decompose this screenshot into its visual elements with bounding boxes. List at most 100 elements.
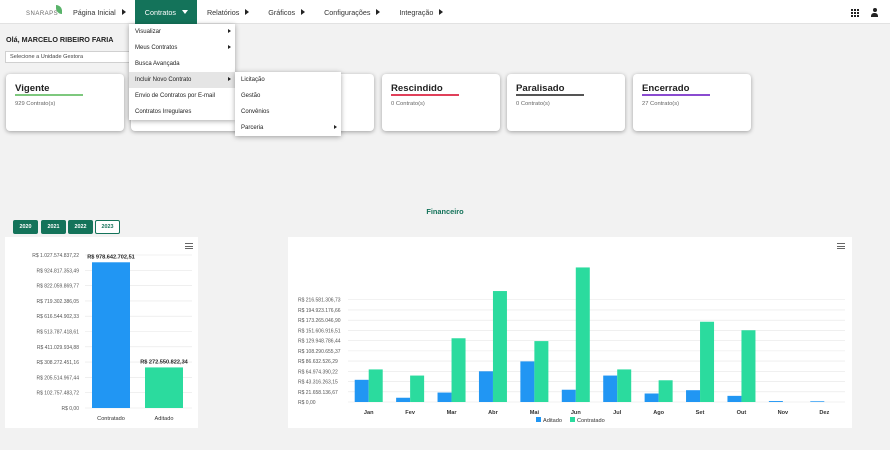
- bar-aditado-jul: [603, 375, 618, 402]
- submenu-item-convenios[interactable]: Convênios: [235, 104, 341, 120]
- y-tick-label: R$ 616.544.902,33: [36, 314, 79, 320]
- y-tick-label: R$ 822.059.869,77: [36, 284, 79, 290]
- y-tick-label: R$ 205.514.967,44: [36, 375, 79, 381]
- menu-item-incluir-novo-contrato[interactable]: Incluir Novo Contrato: [129, 72, 235, 88]
- x-tick-label: Set: [696, 410, 705, 416]
- apps-grid-icon[interactable]: [851, 9, 859, 17]
- menu-label: Meus Contratos: [135, 45, 178, 51]
- bar-aditado-jan: [354, 379, 369, 402]
- menu-item-visualizar[interactable]: Visualizar: [129, 24, 235, 40]
- card-encerrado[interactable]: Encerrado 27 Contrato(s): [633, 74, 751, 131]
- financeiro-title: Financeiro: [426, 207, 464, 216]
- data-label: R$ 272.550.822,34: [140, 359, 188, 365]
- bar-aditado-dez: [810, 401, 825, 402]
- nav-label: Contratos: [144, 7, 176, 17]
- nav-pagina-inicial[interactable]: Página Inicial: [63, 0, 135, 24]
- x-tick-label: Nov: [778, 410, 789, 416]
- bar-aditado-out: [727, 395, 742, 402]
- card-vigente[interactable]: Vigente 929 Contrato(s): [6, 74, 124, 131]
- menu-label: Visualizar: [135, 29, 161, 35]
- x-tick-label: Mar: [447, 410, 458, 416]
- y-tick-label: R$ 151.606.916,51: [298, 328, 341, 334]
- year-button-2020[interactable]: 2020: [13, 220, 38, 234]
- card-rescindido[interactable]: Rescindido 0 Contrato(s): [382, 74, 500, 131]
- card-paralisado[interactable]: Paralisado 0 Contrato(s): [507, 74, 625, 131]
- bar-contratado-out: [741, 330, 756, 402]
- bar-contratado-jun: [575, 267, 590, 402]
- bar-aditado-ago: [644, 393, 659, 402]
- x-tick-label: Jun: [571, 410, 582, 416]
- menu-item-meus-contratos[interactable]: Meus Contratos: [129, 40, 235, 56]
- app-logo[interactable]: SNARAPS: [26, 5, 66, 21]
- x-tick-label: Abr: [488, 410, 498, 416]
- card-underline: [516, 94, 584, 96]
- bar-contratado-jul: [617, 369, 632, 402]
- chart-menu-icon[interactable]: [837, 243, 845, 249]
- chart-monthly-panel: R$ 0,00 R$ 21.658.136,67 R$ 43.316.263,15 R…: [288, 237, 852, 428]
- x-tick-label: Ago: [653, 410, 664, 416]
- nav-contratos[interactable]: Contratos: [134, 0, 197, 24]
- chevron-right-icon: [228, 77, 231, 81]
- x-tick-label: Fev: [405, 410, 416, 416]
- x-tick-label: Jan: [364, 410, 374, 416]
- bar-aditado-jun: [561, 389, 576, 402]
- y-tick-label: R$ 308.272.451,16: [36, 360, 79, 366]
- card-underline: [642, 94, 710, 96]
- menu-item-envio-email[interactable]: Envio de Contratos por E-mail: [129, 88, 235, 104]
- y-tick-label: R$ 21.658.136,67: [298, 390, 338, 396]
- card-count: 27 Contrato(s): [642, 101, 680, 107]
- submenu-item-gestao[interactable]: Gestão: [235, 88, 341, 104]
- card-count: 929 Contrato(s): [15, 101, 56, 107]
- card-title: Rescindido: [391, 83, 443, 94]
- nav-label: Relatórios: [206, 7, 240, 17]
- chevron-right-icon: [301, 9, 306, 15]
- x-tick-label: Jul: [613, 410, 622, 416]
- menu-item-busca-avancada[interactable]: Busca Avançada: [129, 56, 235, 72]
- y-tick-label: R$ 102.757.483,72: [36, 391, 79, 397]
- y-tick-label: R$ 513.787.418,61: [36, 330, 79, 336]
- chart-total-panel: R$ 1.027.574.837,22 R$ 924.817.353,49 R$ 8…: [5, 237, 198, 428]
- menu-label: Licitação: [241, 77, 265, 83]
- top-navbar: SNARAPS Página Inicial Contratos Relatór…: [0, 0, 890, 24]
- nav-label: Integração: [399, 7, 434, 17]
- bar-aditado-set: [686, 390, 701, 402]
- greeting-text: Olá, MARCELO RIBEIRO FARIA: [6, 35, 114, 44]
- year-button-2022[interactable]: 2022: [68, 220, 93, 234]
- card-underline: [15, 94, 83, 96]
- bar-contratado-mai: [534, 341, 549, 402]
- card-underline: [391, 94, 459, 96]
- chevron-right-icon: [439, 9, 444, 15]
- chart-menu-icon[interactable]: [185, 243, 193, 249]
- y-tick-label: R$ 719.302.386,05: [36, 299, 79, 305]
- legend-swatch: [570, 417, 575, 422]
- submenu-item-parceria[interactable]: Parceria: [235, 120, 341, 136]
- bar-aditado-nov: [768, 401, 783, 402]
- y-tick-label: R$ 0,00: [298, 400, 316, 406]
- unit-select[interactable]: Selecione a Unidade Gestora: [5, 51, 131, 63]
- year-button-2023[interactable]: 2023: [95, 220, 120, 234]
- bar-aditado-abr: [478, 371, 493, 402]
- y-tick-label: R$ 64.974.390,22: [298, 369, 338, 375]
- contratos-dropdown: Visualizar Meus Contratos Busca Avançada…: [129, 24, 235, 120]
- y-tick-label: R$ 43.316.263,15: [298, 380, 338, 386]
- submenu-item-licitacao[interactable]: Licitação: [235, 72, 341, 88]
- bar-aditado-mai: [520, 361, 535, 402]
- card-title: Encerrado: [642, 83, 690, 94]
- nav-relatorios[interactable]: Relatórios: [197, 0, 258, 24]
- y-tick-label: R$ 129.948.786,44: [298, 339, 341, 345]
- menu-item-contratos-irregulares[interactable]: Contratos Irregulares: [129, 104, 235, 120]
- menu-label: Parceria: [241, 125, 264, 131]
- card-title: Vigente: [15, 83, 50, 94]
- year-button-2021[interactable]: 2021: [41, 220, 66, 234]
- bar-aditado-mar: [437, 392, 452, 402]
- nav-integracao[interactable]: Integração: [389, 0, 452, 24]
- chevron-right-icon: [121, 9, 126, 15]
- y-tick-label: R$ 194.923.176,66: [298, 308, 341, 314]
- nav-graficos[interactable]: Gráficos: [258, 0, 314, 24]
- bar-aditado-fev: [396, 397, 411, 402]
- bar-contratado-abr: [492, 291, 507, 402]
- nav-configuracoes[interactable]: Configurações: [314, 0, 389, 24]
- chart-total: R$ 1.027.574.837,22 R$ 924.817.353,49 R$ 8…: [32, 253, 192, 422]
- x-tick-label: Aditado: [155, 416, 174, 422]
- user-icon[interactable]: [871, 8, 878, 17]
